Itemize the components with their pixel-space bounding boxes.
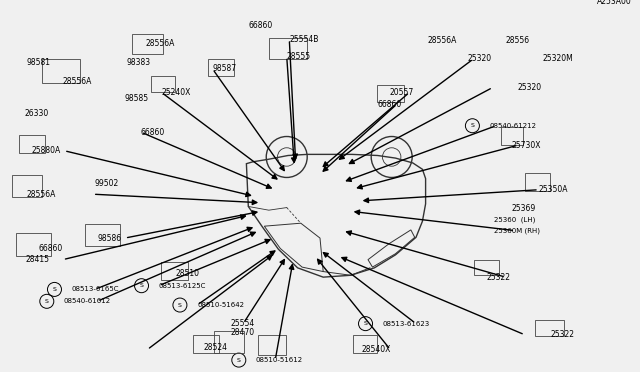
Bar [474,260,499,275]
Text: 98383: 98383 [127,58,151,67]
Bar [214,331,244,353]
Text: 25320: 25320 [467,54,492,63]
Bar [132,33,163,54]
Text: 08513-6165C: 08513-6165C [72,286,119,292]
Text: 28555: 28555 [287,52,311,61]
Bar [151,76,175,92]
Text: S: S [45,299,49,304]
Text: 25730X: 25730X [512,141,541,150]
Text: 28556A: 28556A [63,77,92,86]
Text: 28556: 28556 [506,36,530,45]
Text: 28510: 28510 [176,269,200,278]
Bar [353,335,377,353]
Text: 25554: 25554 [230,319,255,328]
Text: 99502: 99502 [95,179,119,187]
Text: 25369: 25369 [512,204,536,213]
Text: 08540-61212: 08540-61212 [490,123,536,129]
Bar [15,233,51,256]
Bar [161,262,188,280]
Bar [525,173,550,191]
Text: 25554B: 25554B [289,35,319,44]
Text: 28556A: 28556A [27,190,56,199]
Text: 08540-61612: 08540-61612 [64,298,111,304]
Bar [501,127,524,145]
Text: 66860: 66860 [248,21,273,30]
Text: 28540X: 28540X [362,345,391,354]
Bar [193,335,219,353]
Bar [377,85,404,102]
Bar [42,58,80,83]
Text: 28556A: 28556A [146,39,175,48]
Text: 08513-61623: 08513-61623 [383,321,430,327]
Text: 66860: 66860 [378,100,402,109]
Bar [257,335,287,356]
Text: 66860: 66860 [38,244,63,253]
Text: 98587: 98587 [212,64,237,73]
Text: 25350A: 25350A [539,185,568,194]
Text: 25880A: 25880A [32,146,61,155]
Text: S: S [470,123,474,128]
Text: 25320: 25320 [517,83,541,92]
Bar [535,320,564,336]
Text: 26330: 26330 [24,109,49,118]
Text: 25322: 25322 [486,273,511,282]
Text: 08510-51612: 08510-51612 [256,357,303,363]
Text: 08510-51642: 08510-51642 [197,302,244,308]
Text: S: S [52,287,56,292]
Text: 25322: 25322 [550,330,575,339]
Text: 28415: 28415 [26,255,50,264]
Bar [85,224,120,246]
Text: 25320M: 25320M [543,54,573,63]
Text: 98585: 98585 [125,94,149,103]
Text: 66860: 66860 [141,128,165,137]
Text: 25360M (RH): 25360M (RH) [494,227,540,234]
Text: 28556A: 28556A [428,36,457,45]
Text: S: S [178,302,182,308]
Text: 25240X: 25240X [161,88,191,97]
Text: 98581: 98581 [27,58,51,67]
Text: 20557: 20557 [389,88,413,97]
Bar [12,175,42,197]
Text: S: S [364,321,367,326]
Text: A253A00: A253A00 [597,0,632,6]
Text: S: S [237,357,241,363]
Text: 25360  (LH): 25360 (LH) [494,216,536,223]
Text: 98586: 98586 [97,234,122,243]
Bar [19,135,45,153]
Text: 28470: 28470 [230,328,255,337]
Bar [208,59,234,76]
Bar [269,38,307,58]
Text: 28524: 28524 [204,343,228,352]
Text: 08513-6125C: 08513-6125C [159,283,206,289]
Text: S: S [140,283,143,288]
